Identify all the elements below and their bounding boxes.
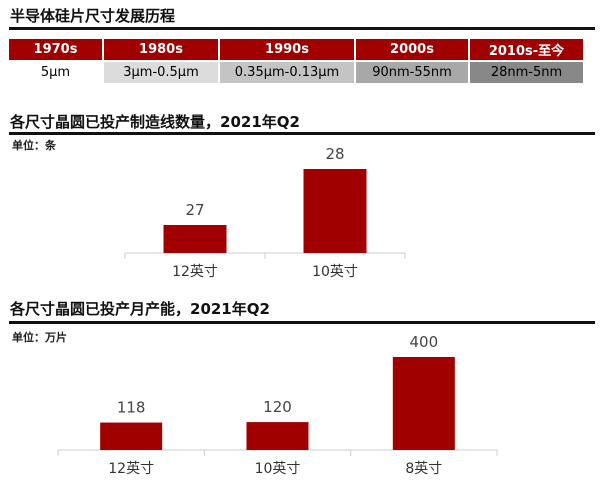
chart1-title: 各尺寸晶圆已投产制造线数量，2021年Q2 <box>10 113 300 131</box>
header-cell: 1990s <box>220 39 354 60</box>
category-label: 12英寸 <box>108 460 154 477</box>
chart2-title: 各尺寸晶圆已投产月产能，2021年Q2 <box>10 300 270 318</box>
data-label: 400 <box>410 333 439 351</box>
bar <box>392 356 455 450</box>
header-cell: 2010s-至今 <box>470 39 583 60</box>
data-label: 28 <box>325 145 344 163</box>
header-cell: 1970s <box>9 39 102 60</box>
header-cell: 1980s <box>104 39 218 60</box>
bar <box>163 225 227 253</box>
data-label: 118 <box>117 399 146 417</box>
title-divider <box>9 27 595 30</box>
value-cell: 28nm-5nm <box>470 62 583 83</box>
timeline-table: 1970s 1980s 1990s 2000s 2010s-至今 5μm 3μm… <box>7 37 585 85</box>
chart1-divider <box>9 132 595 135</box>
category-label: 10英寸 <box>312 263 358 280</box>
chart1-unit: 单位：条 <box>12 139 56 152</box>
bar <box>100 422 163 450</box>
value-cell: 0.35μm-0.13μm <box>220 62 354 83</box>
timeline-title: 半导体硅片尺寸发展历程 <box>10 7 176 25</box>
header-cell: 2000s <box>356 39 468 60</box>
value-cell: 5μm <box>9 62 102 83</box>
category-label: 12英寸 <box>172 263 218 280</box>
category-label: 8英寸 <box>405 460 442 477</box>
value-cell: 90nm-55nm <box>356 62 468 83</box>
chart2-divider <box>9 321 595 324</box>
data-label: 27 <box>185 201 204 219</box>
category-label: 10英寸 <box>255 460 301 477</box>
bar <box>246 422 309 450</box>
bar <box>303 169 367 253</box>
value-cell: 3μm-0.5μm <box>104 62 218 83</box>
data-label: 120 <box>263 398 292 416</box>
chart2-unit: 单位：万片 <box>12 331 67 344</box>
